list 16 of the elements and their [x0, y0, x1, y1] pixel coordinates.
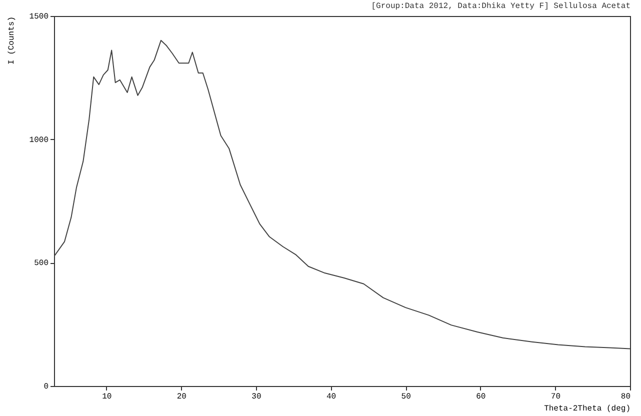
x-tick-label: 10	[102, 392, 112, 402]
x-tick-label: 80	[620, 392, 631, 402]
y-tick-label: 500	[34, 259, 49, 268]
chart-title: [Group:Data 2012, Data:Dhika Yetty F] Sellulosa Acetat	[371, 2, 630, 11]
x-tick-label: 20	[176, 392, 187, 402]
x-tick-label: 40	[326, 392, 336, 402]
y-tick-label: 1000	[29, 136, 49, 145]
x-axis-title: Theta-2Theta (deg)	[544, 404, 630, 414]
y-tick-label: 0	[44, 382, 49, 392]
x-tick-label: 60	[476, 392, 486, 402]
x-tick-label: 30	[252, 392, 262, 402]
y-tick-label: 1500	[29, 12, 49, 22]
x-tick-label: 70	[550, 392, 561, 402]
y-axis-title: I (Counts)	[7, 16, 16, 65]
line-series	[54, 40, 630, 350]
x-tick-label: 50	[401, 392, 412, 402]
